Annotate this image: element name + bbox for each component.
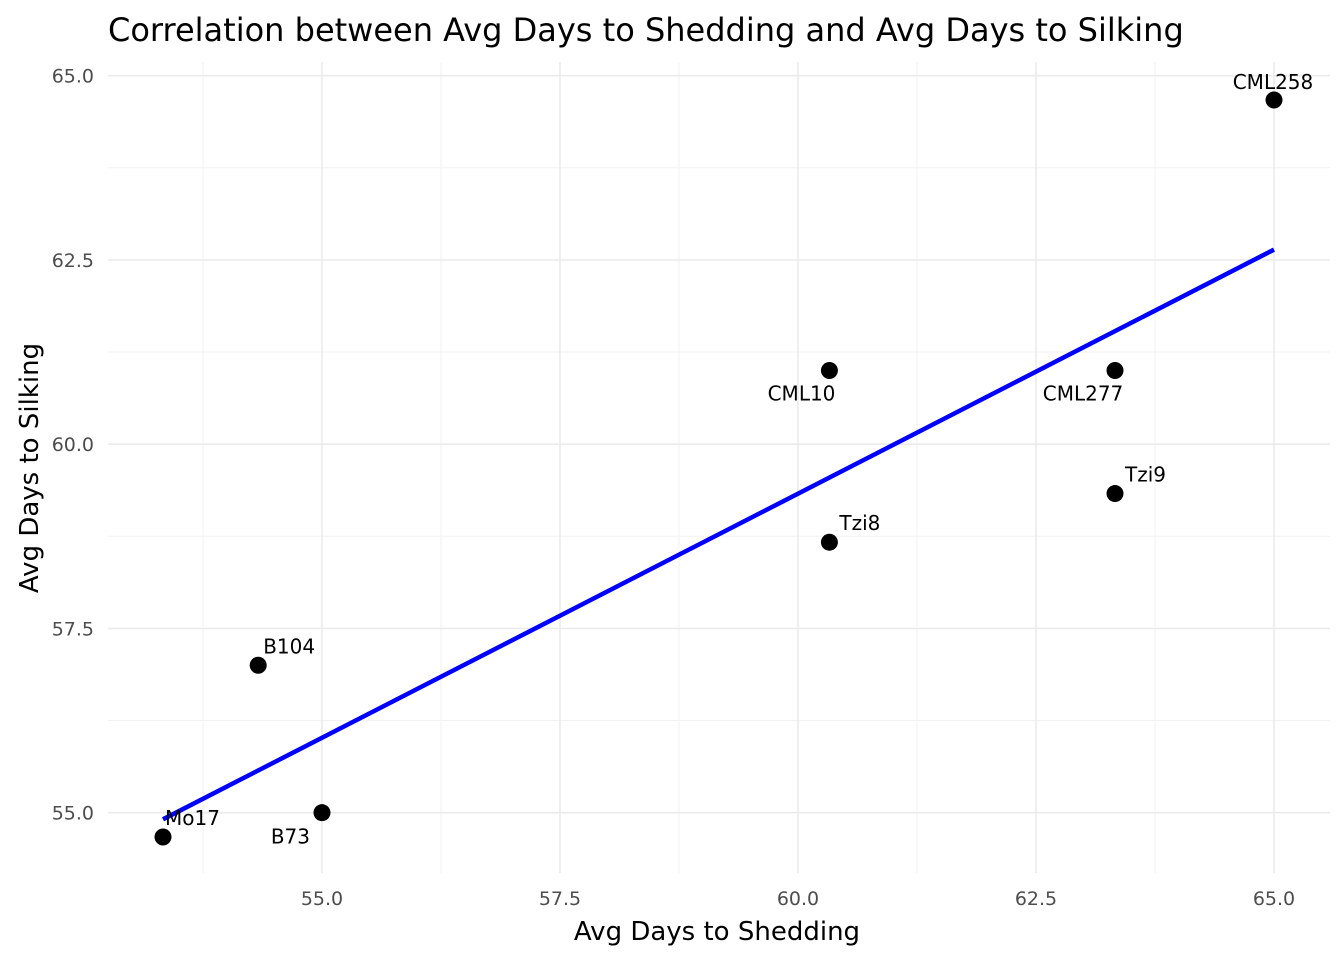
y-tick-label: 60.0 (52, 434, 94, 456)
point-labels-layer: Mo17 B104 B73 CML10 Tzi8 CML277 Tzi9 CML258 (165, 70, 1313, 849)
data-point (820, 361, 838, 379)
point-label: B73 (271, 825, 310, 849)
data-point (1106, 485, 1124, 503)
point-label: CML10 (768, 381, 836, 405)
y-tick-label: 65.0 (52, 66, 94, 88)
data-point (313, 804, 331, 822)
grid (108, 62, 1330, 873)
x-tick-label: 57.5 (539, 888, 581, 910)
point-label: Tzi9 (1124, 463, 1166, 487)
point-label: Tzi8 (838, 511, 880, 535)
point-label: Mo17 (165, 806, 220, 830)
data-point (820, 533, 838, 551)
data-point (249, 656, 267, 674)
fit-line-layer (161, 247, 1276, 822)
data-point (1106, 361, 1124, 379)
x-tick-label: 55.0 (301, 888, 343, 910)
x-tick-label: 60.0 (777, 888, 819, 910)
point-label: CML277 (1043, 381, 1124, 405)
y-tick-labels: 55.0 57.5 60.0 62.5 65.0 (52, 66, 94, 825)
x-tick-labels: 55.0 57.5 60.0 62.5 65.0 (301, 888, 1295, 910)
chart-title: Correlation between Avg Days to Shedding… (108, 11, 1184, 49)
y-tick-label: 55.0 (52, 803, 94, 825)
points-layer (154, 91, 1283, 846)
y-tick-label: 62.5 (52, 250, 94, 272)
data-point (1265, 91, 1283, 109)
point-label: CML258 (1233, 70, 1314, 94)
y-axis-title: Avg Days to Silking (15, 343, 45, 593)
y-tick-label: 57.5 (52, 618, 94, 640)
data-point (154, 828, 172, 846)
x-tick-label: 65.0 (1253, 888, 1295, 910)
fit-line (161, 247, 1276, 822)
x-tick-label: 62.5 (1015, 888, 1057, 910)
x-axis-title: Avg Days to Shedding (574, 917, 860, 947)
point-label: B104 (263, 634, 315, 658)
